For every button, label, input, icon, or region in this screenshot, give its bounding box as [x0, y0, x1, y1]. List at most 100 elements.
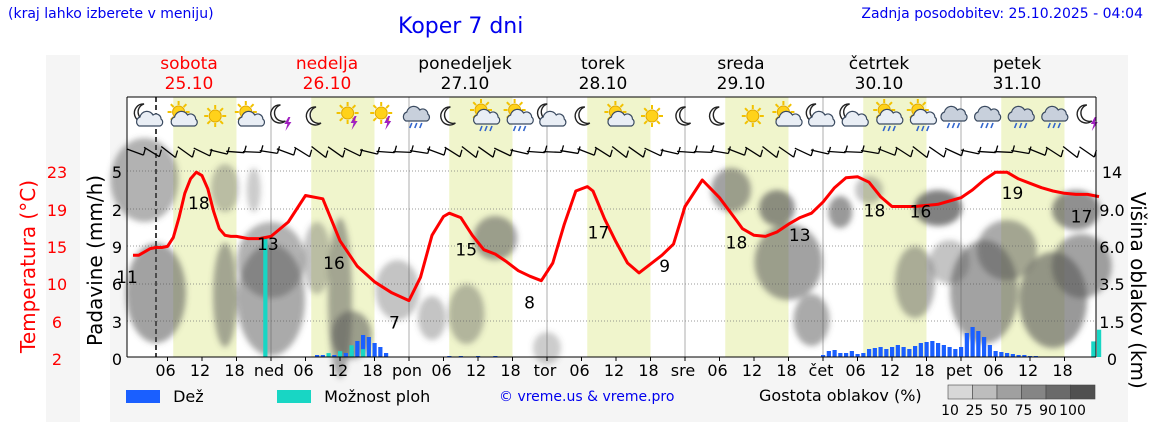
- cloud-blob: [375, 260, 420, 320]
- wind-shaft: [928, 146, 945, 158]
- sun-ray: [385, 104, 390, 109]
- wind-shaft: [961, 149, 979, 155]
- x-tick-label: 12: [604, 361, 624, 380]
- wind-barb: [594, 146, 613, 158]
- wind-shaft: [844, 150, 863, 154]
- precipitation-tick: 5: [112, 163, 122, 182]
- density-step-label: 10: [941, 403, 959, 419]
- wind-shaft: [778, 146, 795, 158]
- moon-shape: [1076, 104, 1093, 124]
- wind-feather: [642, 149, 646, 158]
- wind-shaft: [160, 145, 176, 159]
- rain-drop: [916, 125, 920, 132]
- rain-bar: [964, 333, 969, 357]
- rain-bar: [378, 347, 383, 357]
- cloud-shape: [237, 110, 266, 127]
- sun-ray: [206, 107, 211, 112]
- sun-thunder-icon: [336, 102, 359, 130]
- temperature-label: 17: [588, 224, 610, 244]
- rain-bar: [947, 347, 952, 357]
- wind-barb: [611, 145, 630, 159]
- wind-feather: [293, 147, 297, 156]
- sun-disc: [645, 109, 659, 123]
- rain-drop: [887, 125, 891, 132]
- temperature-label: 7: [389, 314, 400, 334]
- shower-bar: [1091, 341, 1096, 357]
- rain-bar: [987, 345, 992, 357]
- thunderstorm-night-icon: [270, 104, 292, 131]
- cloud-blob: [1052, 190, 1100, 230]
- sun-ray: [339, 104, 344, 109]
- thunderstorm-night-icon: [1076, 104, 1098, 131]
- rain-bar: [332, 355, 337, 357]
- cloud-blob: [977, 220, 1037, 280]
- sun-ray: [339, 117, 344, 122]
- sun-ray: [472, 101, 477, 106]
- x-tick-label: pon: [392, 361, 422, 380]
- wind-shaft: [259, 150, 278, 154]
- wind-feather: [174, 150, 179, 158]
- density-step-label: 100: [1059, 403, 1086, 419]
- wind-feather: [492, 150, 496, 158]
- wind-shaft: [895, 146, 912, 158]
- rain-bar: [1016, 355, 1021, 357]
- wind-shaft: [311, 145, 327, 159]
- sun-ray: [888, 101, 893, 106]
- density-swatch: [1021, 384, 1047, 400]
- day-date: 26.10: [303, 74, 352, 94]
- shower-bar: [361, 349, 366, 357]
- moon-icon: [305, 106, 322, 126]
- wind-shaft: [710, 149, 729, 155]
- wind-shaft: [426, 148, 445, 156]
- weather-icons: [133, 99, 1098, 132]
- rain-bar: [993, 351, 998, 357]
- sun-ray: [774, 103, 780, 108]
- wind-shaft: [628, 146, 644, 158]
- rain-bar: [982, 337, 987, 357]
- wind-shaft: [727, 148, 745, 156]
- precipitation-tick: 2: [112, 201, 122, 220]
- wind-barb: [762, 145, 780, 159]
- day-date: 30.10: [855, 74, 904, 94]
- rain-bar: [913, 346, 918, 357]
- cloud-blob: [793, 294, 830, 346]
- wind-barb: [877, 148, 898, 156]
- wind-shaft: [762, 145, 778, 159]
- wind-barb: [126, 147, 147, 156]
- wind-feather: [776, 150, 780, 158]
- wind-feather: [1028, 146, 1032, 154]
- cloud-shape: [506, 108, 534, 125]
- wind-feather: [1060, 149, 1064, 158]
- legend-rain: Dež: [126, 386, 204, 406]
- wind-feather: [1044, 148, 1048, 156]
- rain-drop: [517, 125, 522, 132]
- rain-drop: [956, 122, 961, 129]
- rain-bar: [936, 343, 941, 357]
- sun-disc: [341, 106, 355, 120]
- wind-shaft: [177, 146, 193, 158]
- wind-shaft: [294, 146, 310, 158]
- density-step-label: 50: [990, 403, 1008, 419]
- rain-drop: [990, 122, 994, 129]
- wind-feather: [158, 149, 162, 157]
- sun-ray: [372, 117, 377, 122]
- daylight-bands: [173, 97, 1065, 357]
- wind-feather: [593, 148, 597, 156]
- x-tick-label: 06: [845, 361, 865, 380]
- day-name: sreda: [717, 54, 764, 74]
- density-swatch: [1070, 384, 1096, 400]
- day-name: sobota: [160, 54, 218, 74]
- credit-link[interactable]: © vreme.us & vreme.pro: [499, 389, 675, 405]
- cloud-height-tick: 14: [1102, 163, 1122, 182]
- wind-shaft: [409, 149, 428, 155]
- temperature-label: 16: [910, 202, 932, 222]
- rain-bar: [861, 353, 866, 357]
- last-updated: Zadnja posodobitev: 25.10.2025 - 04:04: [861, 6, 1143, 22]
- density-swatch: [1045, 384, 1071, 400]
- x-tick-label: 18: [914, 361, 934, 380]
- wind-feather: [226, 146, 230, 155]
- wind-shaft: [1011, 149, 1030, 155]
- day-name: ponedeljek: [418, 54, 512, 74]
- x-tick-label: 12: [328, 361, 348, 380]
- sun-ray: [744, 107, 749, 112]
